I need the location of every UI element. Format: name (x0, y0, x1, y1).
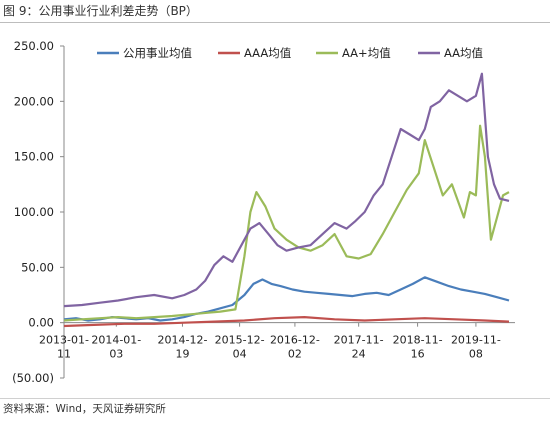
y-tick-labels: 250.00 200.00 150.00 100.00 50.00 0.00 (50.00) (12, 39, 64, 385)
y-tick-label: 50.00 (21, 260, 54, 274)
x-tick-label: 2018-11- (393, 334, 443, 347)
y-tick-label: 200.00 (14, 94, 54, 108)
y-tick-label: (50.00) (12, 371, 54, 385)
figure-title: 图 9：公用事业行业利差走势（BP） (3, 4, 198, 18)
x-tick-label: 11 (57, 348, 71, 361)
chart-axes (63, 46, 515, 378)
x-tick-label: 2016-12- (270, 334, 320, 347)
x-tick-label: 02 (288, 348, 302, 361)
legend-label: AA均值 (444, 46, 484, 60)
legend-label: 公用事业均值 (123, 46, 192, 60)
figure-source: 资料来源：Wind，天风证券研究所 (3, 403, 166, 415)
x-tick-label: 2014-01- (91, 334, 141, 347)
x-tick-labels: 2013-01-11 2014-01-03 2014-12-19 2015-12-04… (39, 322, 501, 361)
x-tick-label: 2014-12- (157, 334, 207, 347)
x-tick-label: 2015-12- (215, 334, 265, 347)
x-tick-label: 03 (109, 348, 123, 361)
y-tick-label: 150.00 (14, 150, 54, 164)
x-tick-label: 2017-11- (334, 334, 384, 347)
x-tick-label: 08 (469, 348, 483, 361)
spread-line-chart: 250.00 200.00 150.00 100.00 50.00 0.00 (50.00)… (12, 39, 515, 385)
x-tick-label: 04 (233, 348, 247, 361)
x-tick-label: 2019-11- (451, 334, 501, 347)
series-lines (63, 72, 510, 328)
y-tick-label: 250.00 (14, 39, 54, 53)
series-line-2 (63, 124, 510, 322)
series-line-3 (63, 72, 510, 308)
y-tick-label: 0.00 (28, 316, 54, 330)
x-tick-label: 24 (352, 348, 366, 361)
source-divider (0, 398, 550, 399)
legend-label: AA+均值 (342, 46, 391, 60)
chart-legend: 公用事业均值 AAA均值 AA+均值 AA均值 (97, 46, 484, 60)
x-tick-label: 16 (411, 348, 425, 361)
x-tick-label: 2013-01- (39, 334, 89, 347)
series-line-1 (63, 316, 510, 328)
y-tick-label: 100.00 (14, 205, 54, 219)
x-tick-label: 19 (175, 348, 189, 361)
title-divider (0, 22, 550, 23)
legend-label: AAA均值 (244, 46, 292, 60)
